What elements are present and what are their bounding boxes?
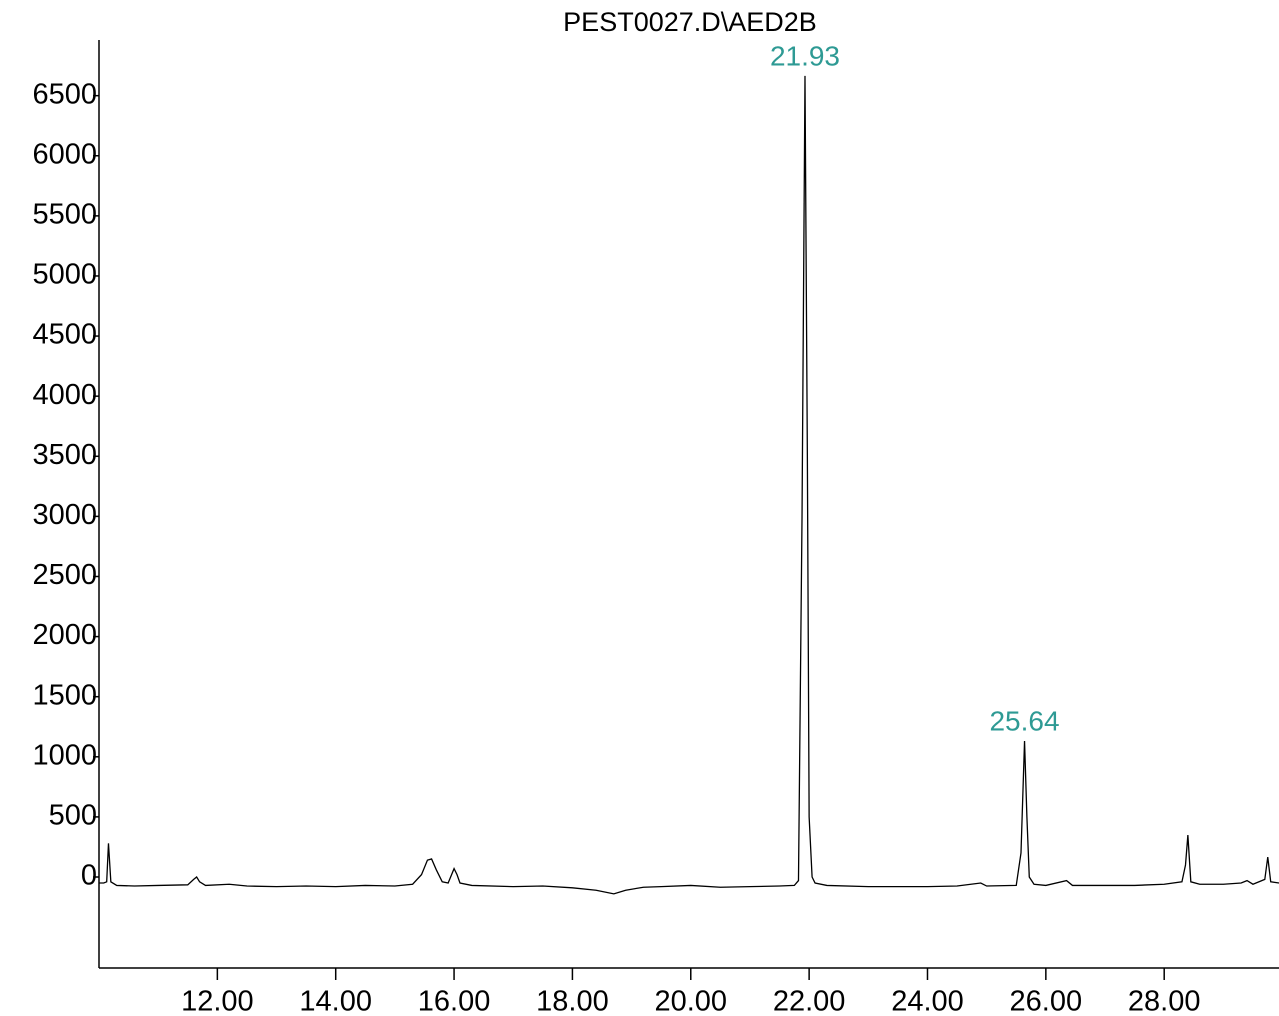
peak-label: 21.93 bbox=[770, 40, 840, 71]
y-tick-label: 500 bbox=[49, 800, 97, 832]
y-tick-label: 0 bbox=[81, 860, 97, 892]
x-tick-label: 20.00 bbox=[654, 986, 727, 1016]
y-tick-label: 5500 bbox=[32, 199, 97, 231]
x-tick-label: 26.00 bbox=[1010, 986, 1083, 1016]
y-tick-label: 3000 bbox=[32, 499, 97, 531]
y-tick-label: 1000 bbox=[32, 739, 97, 771]
y-tick-label: 2000 bbox=[32, 619, 97, 651]
y-tick-label: 5000 bbox=[32, 259, 97, 291]
x-tick-label: 18.00 bbox=[536, 986, 609, 1016]
y-tick-label: 6500 bbox=[32, 78, 97, 110]
chart-title: PEST0027.D\AED2B bbox=[563, 7, 817, 37]
trace bbox=[99, 75, 1279, 895]
x-tick-label: 12.00 bbox=[181, 986, 254, 1016]
y-tick-label: 6000 bbox=[32, 138, 97, 170]
y-tick-label: 1500 bbox=[32, 679, 97, 711]
y-tick-label: 2500 bbox=[32, 559, 97, 591]
y-tick-label: 4500 bbox=[32, 319, 97, 351]
x-tick-label: 22.00 bbox=[773, 986, 846, 1016]
peak-label: 25.64 bbox=[989, 705, 1059, 736]
y-tick-label: 4000 bbox=[32, 379, 97, 411]
x-tick-label: 24.00 bbox=[891, 986, 964, 1016]
x-tick-label: 28.00 bbox=[1128, 986, 1201, 1016]
x-tick-label: 14.00 bbox=[299, 986, 372, 1016]
y-tick-label: 3500 bbox=[32, 439, 97, 471]
x-tick-label: 16.00 bbox=[418, 986, 491, 1016]
